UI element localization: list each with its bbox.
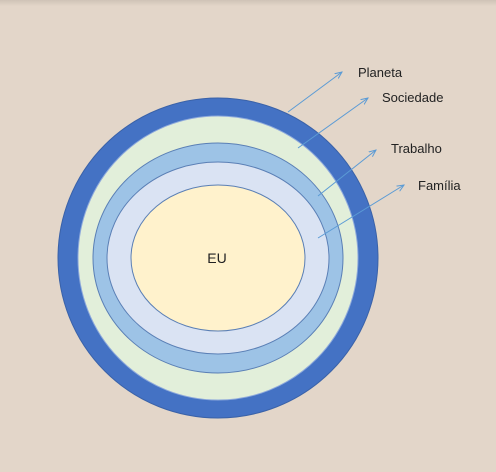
label-sociedade: Sociedade	[382, 90, 443, 105]
arrow-familia	[317, 185, 404, 239]
center-eu	[130, 184, 306, 332]
top-shadow-bar	[0, 0, 496, 6]
label-familia: Família	[418, 178, 461, 193]
center-label: EU	[207, 250, 226, 266]
label-planeta: Planeta	[358, 65, 403, 80]
label-trabalho: Trabalho	[391, 141, 442, 156]
arrow-planeta	[287, 72, 342, 113]
arrow-trabalho	[317, 150, 376, 197]
arrow-sociedade	[297, 98, 368, 149]
